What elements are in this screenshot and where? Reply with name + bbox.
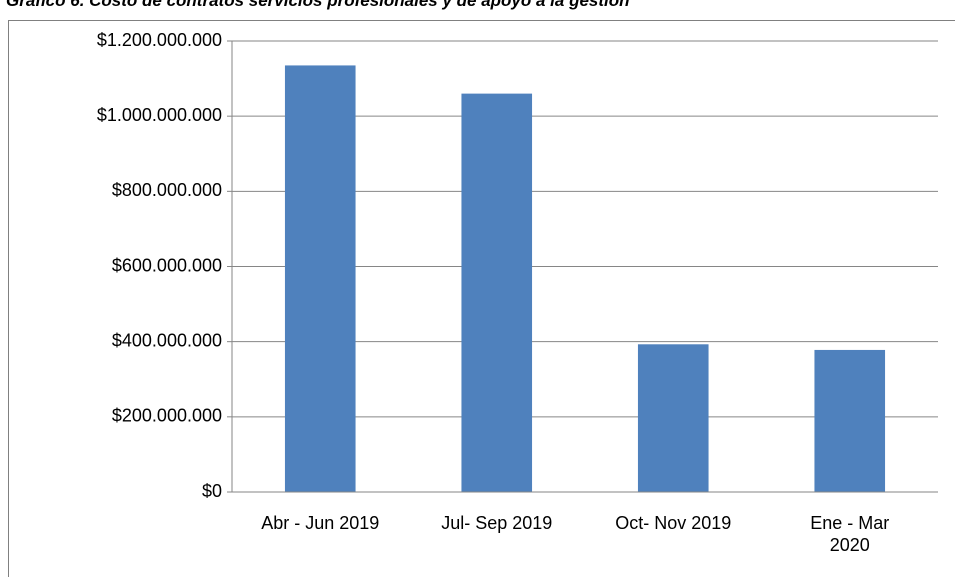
x-tick-label: Jul- Sep 2019 xyxy=(441,513,553,533)
y-tick-label: $200.000.000 xyxy=(112,406,222,426)
y-tick-label: $1.000.000.000 xyxy=(97,105,222,125)
chart-border xyxy=(8,20,955,577)
chart-title: Gráfico 6. Costo de contratos servicios … xyxy=(6,0,630,10)
y-tick-label: $1.200.000.000 xyxy=(97,30,222,50)
bar xyxy=(637,344,709,492)
y-tick-label: $0 xyxy=(202,481,222,501)
bar xyxy=(814,349,886,492)
y-tick-label: $600.000.000 xyxy=(112,255,222,275)
x-tick-label: Ene - Mar 2020 xyxy=(810,513,890,555)
y-tick-label: $800.000.000 xyxy=(112,180,222,200)
bar xyxy=(461,93,533,492)
y-tick-label: $400.000.000 xyxy=(112,330,222,350)
bar xyxy=(284,65,356,492)
x-tick-label: Abr - Jun 2019 xyxy=(261,513,380,533)
x-tick-label: Oct- Nov 2019 xyxy=(615,513,732,533)
